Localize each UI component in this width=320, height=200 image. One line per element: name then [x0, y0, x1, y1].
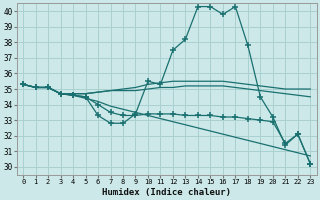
- X-axis label: Humidex (Indice chaleur): Humidex (Indice chaleur): [102, 188, 231, 197]
